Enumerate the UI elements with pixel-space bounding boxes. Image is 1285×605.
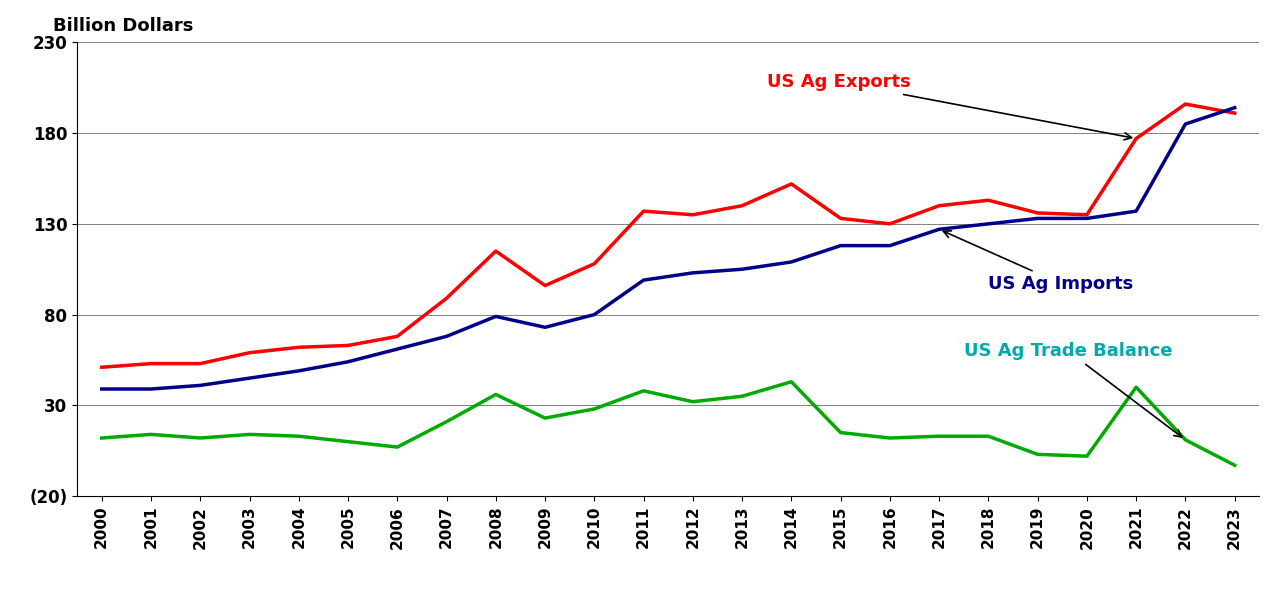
Text: US Ag Exports: US Ag Exports bbox=[767, 73, 1132, 140]
Text: US Ag Trade Balance: US Ag Trade Balance bbox=[964, 342, 1182, 437]
Text: US Ag Imports: US Ag Imports bbox=[943, 231, 1133, 293]
Text: Billion Dollars: Billion Dollars bbox=[54, 17, 194, 35]
